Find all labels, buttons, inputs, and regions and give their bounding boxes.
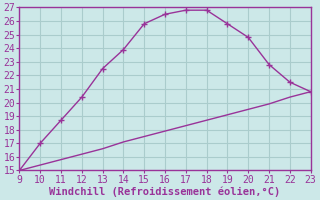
X-axis label: Windchill (Refroidissement éolien,°C): Windchill (Refroidissement éolien,°C) [49, 186, 281, 197]
